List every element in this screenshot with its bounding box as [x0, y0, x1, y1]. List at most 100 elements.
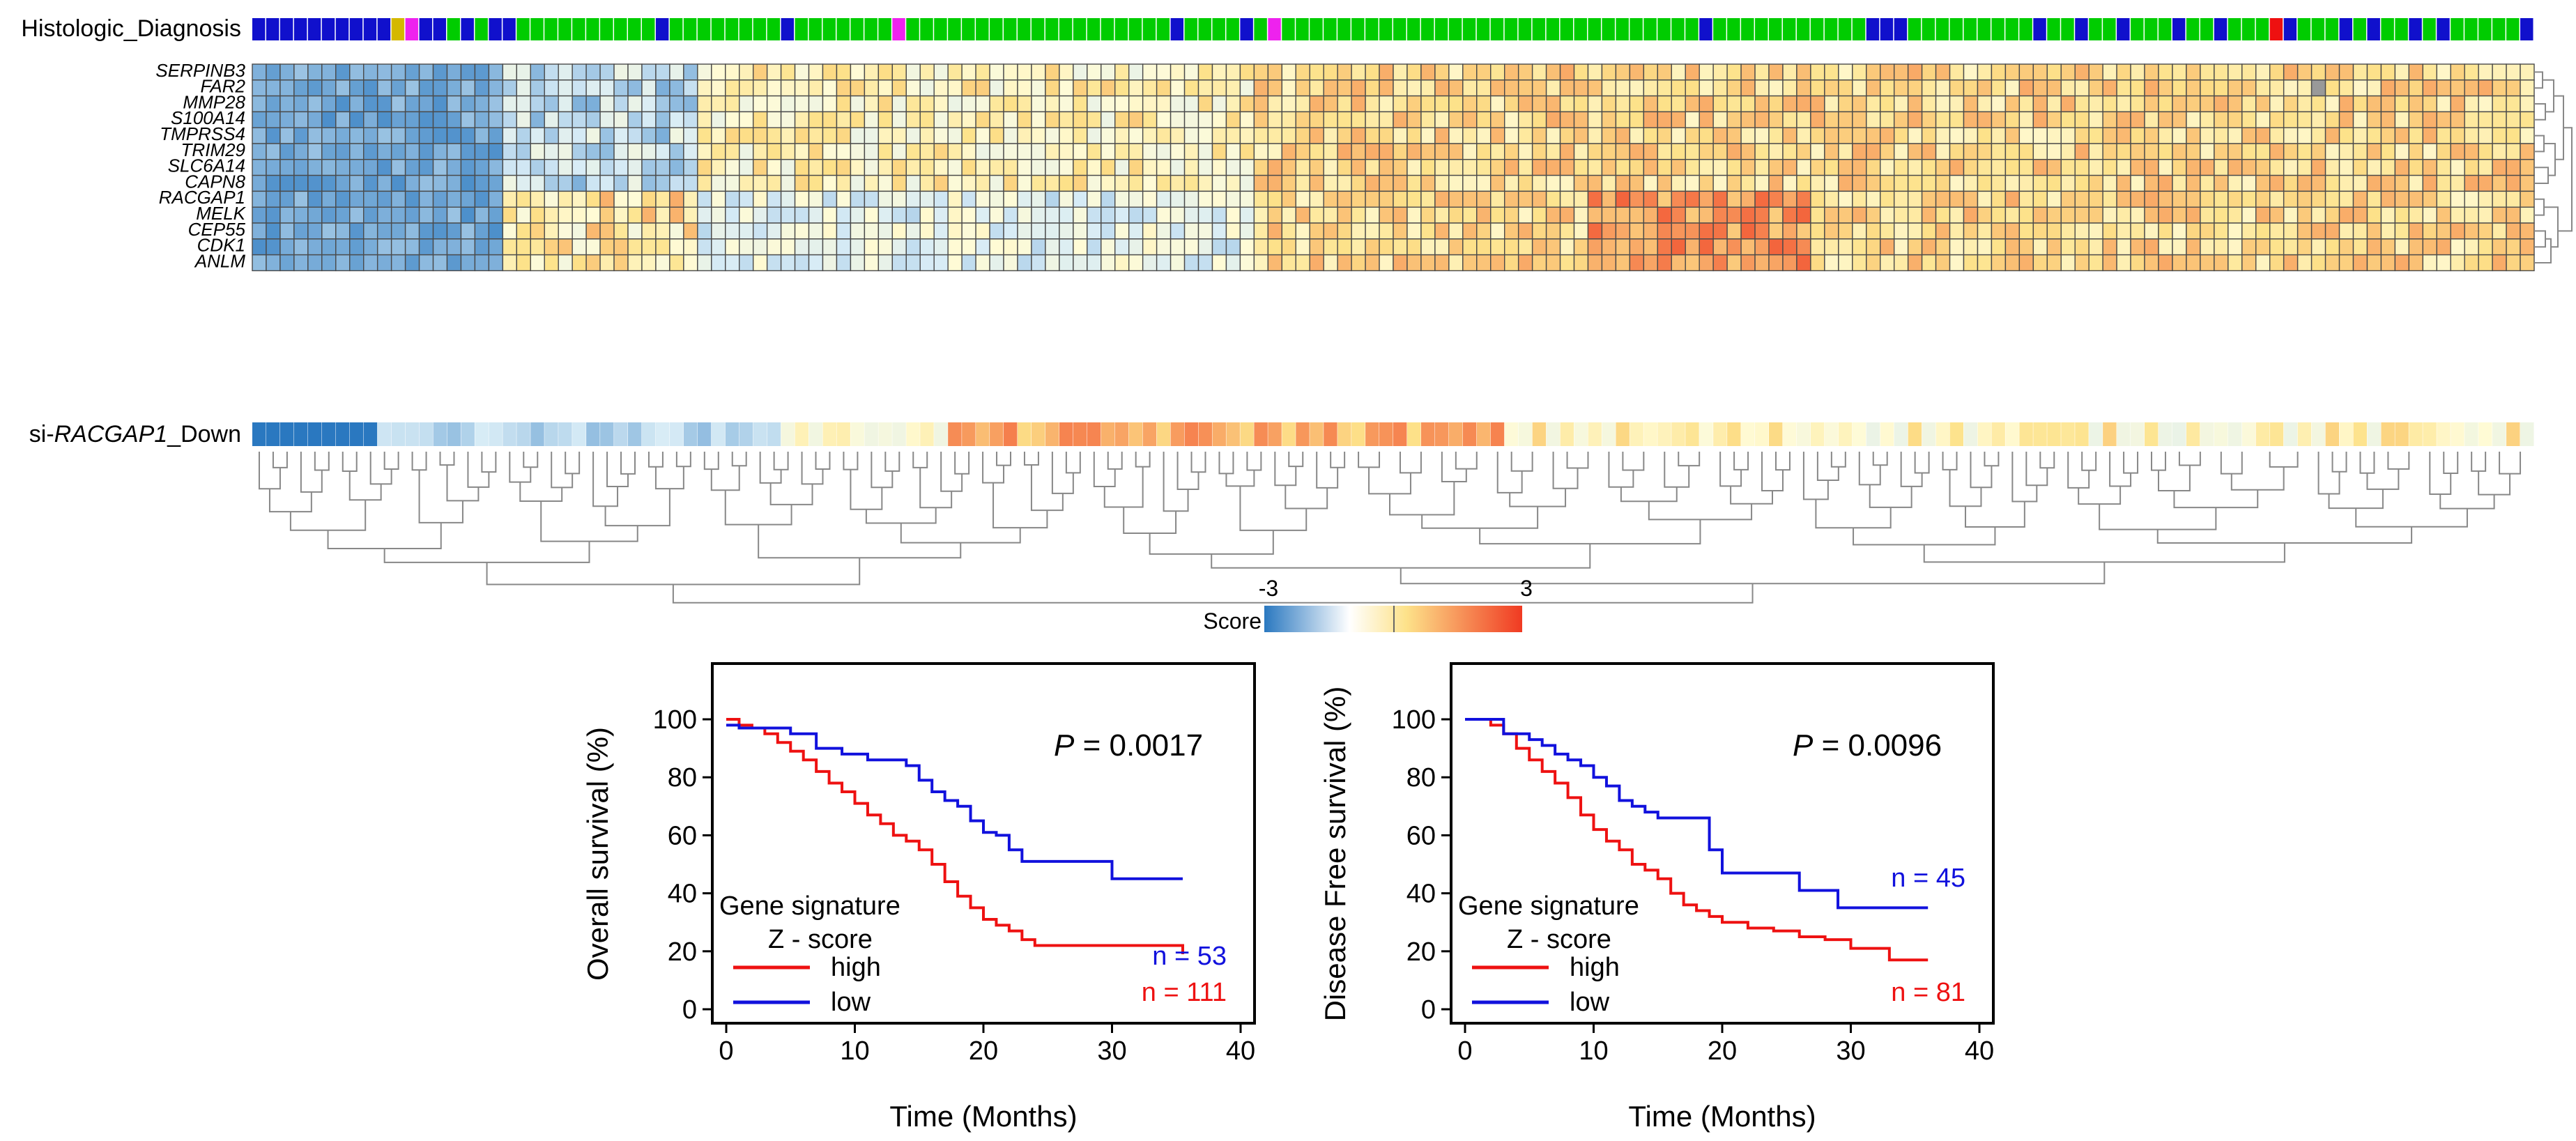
signature-cell: [948, 422, 962, 446]
heatmap-cell: [1017, 127, 1032, 144]
heatmap-cell: [293, 95, 309, 113]
heatmap-cell: [1838, 174, 1853, 192]
heatmap-cell: [418, 222, 434, 240]
heatmap-cell: [697, 222, 712, 240]
heatmap-cell: [864, 111, 880, 128]
heatmap-cell: [2394, 143, 2410, 160]
heatmap-cell: [1197, 254, 1213, 272]
signature-cell: [2423, 422, 2437, 446]
heatmap-cell: [1351, 174, 1366, 192]
heatmap-cell: [1573, 95, 1589, 113]
heatmap-cell: [488, 63, 504, 81]
heatmap-cell: [1337, 238, 1352, 256]
heatmap-cell: [2520, 111, 2535, 128]
heatmap-cell: [2464, 127, 2479, 144]
heatmap-cell: [585, 206, 601, 224]
heatmap-cell: [1907, 238, 1923, 256]
heatmap-cell: [1531, 95, 1547, 113]
heatmap-cell: [877, 174, 894, 192]
diagnosis-cell: [266, 18, 279, 40]
heatmap-cell: [349, 63, 365, 81]
heatmap-cell: [989, 222, 1004, 240]
heatmap-cell: [1768, 79, 1784, 97]
heatmap-cell: [349, 254, 365, 272]
signature-cell: [1198, 422, 1212, 446]
heatmap-cell: [2186, 79, 2201, 97]
heatmap-cell: [864, 222, 880, 240]
heatmap-cell: [794, 159, 810, 176]
heatmap-cell: [752, 111, 768, 128]
heatmap-cell: [864, 206, 880, 224]
heatmap-cell: [1796, 95, 1811, 113]
signature-cell: [391, 422, 406, 446]
diagnosis-cell: [2367, 18, 2380, 40]
heatmap-cell: [390, 206, 406, 224]
heatmap-cell: [2422, 206, 2437, 224]
heatmap-cell: [1351, 254, 1366, 272]
signature-cell: [1602, 422, 1616, 446]
heatmap-cell: [2116, 63, 2131, 81]
legend-title: Gene signature: [1458, 891, 1639, 921]
diagnosis-cell: [655, 18, 669, 40]
heatmap-cell: [1420, 95, 1436, 113]
heatmap-cell: [1337, 143, 1352, 160]
heatmap-cell: [390, 159, 406, 176]
signature-cell: [1518, 422, 1533, 446]
heatmap-cell: [641, 127, 657, 144]
heatmap-cell: [1128, 127, 1144, 144]
heatmap-cell: [2324, 127, 2340, 144]
heatmap-cell: [1156, 190, 1172, 208]
heatmap-cell: [1949, 111, 1965, 128]
signature-cell: [1782, 422, 1797, 446]
heatmap-cell: [975, 159, 990, 176]
heatmap-cell: [1295, 190, 1310, 208]
heatmap-cell: [766, 127, 782, 144]
diagnosis-cell: [1156, 18, 1170, 40]
heatmap-cell: [2520, 79, 2535, 97]
heatmap-cell: [279, 159, 295, 176]
heatmap-cell: [2158, 127, 2173, 144]
heatmap-cell: [627, 127, 643, 144]
heatmap-cell: [2214, 222, 2229, 240]
heatmap-cell: [2338, 222, 2354, 240]
heatmap-cell: [474, 254, 490, 272]
diagnosis-cell: [1434, 18, 1448, 40]
heatmap-cell: [1490, 174, 1505, 192]
dendrogram-branch: [2534, 238, 2552, 263]
heatmap-cell: [1170, 63, 1186, 81]
signature-cell: [1170, 422, 1185, 446]
heatmap-cell: [1573, 63, 1589, 81]
signature-cell: [2241, 422, 2256, 446]
heatmap-cell: [2241, 111, 2257, 128]
heatmap-cell: [1434, 174, 1450, 192]
heatmap-cell: [1128, 143, 1144, 160]
signature-cell: [2214, 422, 2228, 446]
heatmap-cell: [1643, 63, 1659, 81]
heatmap-cell: [989, 143, 1004, 160]
heatmap-cell: [2450, 63, 2465, 81]
heatmap-cell: [2408, 143, 2423, 160]
heatmap-cell: [919, 174, 935, 192]
heatmap-cell: [558, 238, 573, 256]
heatmap-cell: [1754, 238, 1770, 256]
heatmap-cell: [2186, 111, 2201, 128]
heatmap-cell: [1059, 159, 1074, 176]
heatmap-cell: [1810, 222, 1825, 240]
heatmap-cell: [599, 143, 615, 160]
heatmap-cell: [1699, 174, 1714, 192]
heatmap-cell: [1935, 111, 1951, 128]
heatmap-cell: [1754, 206, 1770, 224]
heatmap-cell: [252, 143, 267, 160]
heatmap-cell: [1087, 206, 1102, 224]
heatmap-cell: [975, 174, 990, 192]
heatmap-cell: [2074, 174, 2090, 192]
heatmap-cell: [947, 143, 963, 160]
heatmap-cell: [739, 174, 754, 192]
heatmap-cell: [1601, 238, 1617, 256]
heatmap-cell: [836, 174, 852, 192]
heatmap-cell: [1712, 174, 1728, 192]
signature-cell: [2437, 422, 2451, 446]
heatmap-cell: [2004, 174, 2021, 192]
x-tick-label: 20: [1708, 1036, 1737, 1066]
heatmap-cell: [1476, 95, 1492, 113]
